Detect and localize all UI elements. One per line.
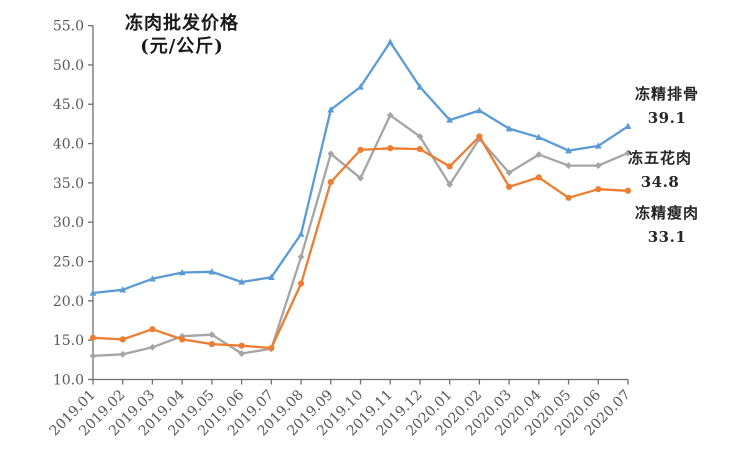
y-tick-label: 45.0 — [53, 97, 84, 113]
series-marker-shourou — [416, 145, 424, 153]
chart-title: 冻肉批发价格 (元/公斤) — [116, 12, 248, 58]
series-marker-paigu — [297, 230, 305, 237]
series-marker-paigu — [119, 286, 127, 293]
series-value-shourou: 33.1 — [647, 228, 687, 246]
y-tick-label: 15.0 — [53, 333, 84, 349]
y-tick-label: 20.0 — [53, 294, 84, 310]
series-marker-shourou — [149, 326, 156, 333]
y-tick-label: 30.0 — [53, 215, 84, 231]
series-value-wuhua: 34.8 — [640, 173, 680, 191]
series-line-shourou — [91, 135, 630, 350]
series-marker-shourou — [119, 336, 126, 343]
series-marker-wuhua — [357, 174, 364, 182]
series-marker-paigu — [89, 289, 97, 296]
y-tick-label: 35.0 — [53, 176, 84, 192]
series-marker-shourou — [506, 183, 513, 190]
series-value-paigu: 39.1 — [647, 109, 687, 127]
series-marker-wuhua — [565, 162, 572, 169]
series-marker-paigu — [357, 83, 364, 90]
series-marker-paigu — [149, 275, 156, 282]
series-marker-shourou — [238, 342, 245, 349]
series-label-wuhua: 冻五花肉 34.8 — [605, 146, 715, 194]
y-tick-label: 55.0 — [53, 19, 84, 35]
chart-title-text: 冻肉批发价格 — [125, 13, 239, 34]
series-marker-wuhua — [208, 331, 216, 339]
series-marker-paigu — [475, 106, 483, 114]
y-tick-label: 50.0 — [53, 58, 84, 74]
y-tick-label: 40.0 — [53, 137, 84, 153]
series-marker-shourou — [208, 341, 215, 348]
series-marker-paigu — [446, 116, 454, 123]
series-label-paigu: 冻精排骨 39.1 — [612, 82, 722, 130]
series-marker-paigu — [594, 142, 602, 149]
series-marker-shourou — [268, 344, 275, 352]
series-marker-shourou — [179, 336, 186, 343]
series-marker-wuhua — [89, 352, 97, 360]
series-marker-paigu — [535, 133, 543, 140]
series-marker-paigu — [178, 268, 186, 276]
series-marker-paigu — [238, 278, 246, 285]
series-marker-paigu — [327, 106, 335, 113]
series-marker-wuhua — [624, 149, 632, 157]
series-label-shourou: 冻精瘦肉 33.1 — [612, 201, 722, 249]
y-tick-label: 25.0 — [53, 255, 84, 271]
series-marker-shourou — [327, 179, 334, 186]
series-marker-shourou — [535, 174, 542, 181]
series-marker-paigu — [386, 38, 394, 45]
y-tick-label: 10.0 — [53, 373, 84, 389]
chart-title-unit: (元/公斤) — [140, 36, 224, 57]
series-marker-wuhua — [386, 111, 394, 119]
series-marker-paigu — [624, 122, 632, 129]
series-line-paigu — [91, 40, 630, 295]
series-name-shourou: 冻精瘦肉 — [634, 204, 699, 222]
series-marker-shourou — [357, 146, 364, 153]
series-marker-shourou — [446, 163, 453, 170]
series-marker-shourou — [297, 280, 305, 287]
series-marker-paigu — [565, 147, 572, 154]
series-marker-wuhua — [416, 133, 424, 140]
series-marker-shourou — [624, 187, 632, 194]
series-marker-shourou — [595, 186, 602, 193]
series-marker-paigu — [208, 268, 216, 275]
series-marker-wuhua — [327, 150, 335, 158]
series-marker-shourou — [89, 334, 97, 341]
series-marker-paigu — [505, 125, 513, 132]
series-marker-wuhua — [119, 350, 127, 358]
series-marker-wuhua — [149, 343, 156, 351]
series-marker-wuhua — [297, 253, 305, 261]
series-marker-paigu — [267, 273, 275, 280]
series-marker-shourou — [565, 194, 572, 201]
series-marker-paigu — [416, 83, 424, 90]
series-marker-wuhua — [446, 181, 454, 188]
series-name-wuhua: 冻五花肉 — [627, 149, 692, 167]
series-marker-shourou — [476, 133, 483, 140]
series-marker-wuhua — [238, 350, 246, 357]
series-name-paigu: 冻精排骨 — [634, 85, 699, 103]
series-marker-wuhua — [505, 169, 513, 177]
series-marker-wuhua — [594, 162, 602, 169]
series-marker-shourou — [387, 145, 394, 152]
series-marker-wuhua — [535, 151, 543, 158]
